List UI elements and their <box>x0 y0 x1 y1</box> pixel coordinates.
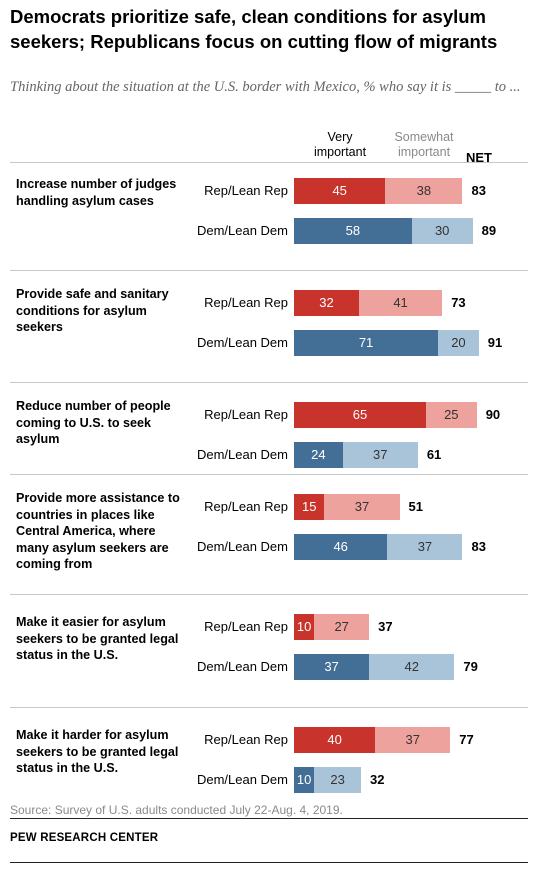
bar-very-important: 32 <box>294 290 359 316</box>
party-label: Dem/Lean Dem <box>196 223 288 238</box>
party-label: Dem/Lean Dem <box>196 447 288 462</box>
section-divider <box>10 382 528 383</box>
party-label: Rep/Lean Rep <box>204 407 288 422</box>
question-label: Make it harder for asylum seekers to be … <box>16 728 179 775</box>
bar-somewhat-important: 25 <box>425 402 477 428</box>
question-label: Make it easier for asylum seekers to be … <box>16 615 179 662</box>
legend-somewhat-important: Somewhat important <box>394 130 454 159</box>
bar-somewhat-important: 30 <box>411 218 473 244</box>
bar-somewhat-important: 37 <box>375 727 451 753</box>
bar-very-important: 65 <box>294 402 426 428</box>
net-value: 61 <box>426 447 442 462</box>
bar-very-important: 58 <box>294 218 412 244</box>
bar-very-important: 15 <box>294 494 325 520</box>
section-divider <box>10 474 528 475</box>
bar-somewhat-important: 23 <box>314 767 361 793</box>
net-value: 51 <box>408 499 424 514</box>
bar-very-important: 40 <box>294 727 376 753</box>
bar-very-important: 10 <box>294 767 315 793</box>
legend-net: NET <box>466 150 492 165</box>
party-label: Rep/Lean Rep <box>204 499 288 514</box>
organization-name: PEW RESEARCH CENTER <box>10 832 159 844</box>
net-value: 32 <box>369 772 385 787</box>
bar-very-important: 24 <box>294 442 343 468</box>
question-label: Provide safe and sanitary conditions for… <box>16 287 169 334</box>
section-divider <box>10 270 528 271</box>
party-label: Dem/Lean Dem <box>196 539 288 554</box>
bar-very-important: 10 <box>294 614 315 640</box>
chart-subtitle: Thinking about the situation at the U.S.… <box>10 79 521 95</box>
bar-very-important: 46 <box>294 534 388 560</box>
net-value: 90 <box>485 407 501 422</box>
party-label: Rep/Lean Rep <box>204 619 288 634</box>
question-label: Provide more assistance to countries in … <box>16 491 180 571</box>
section-divider <box>10 594 528 595</box>
party-label: Dem/Lean Dem <box>196 335 288 350</box>
source-note: Source: Survey of U.S. adults conducted … <box>10 803 343 817</box>
section-divider <box>10 162 528 163</box>
bar-somewhat-important: 27 <box>314 614 370 640</box>
bar-somewhat-important: 37 <box>324 494 400 520</box>
section-divider <box>10 707 528 708</box>
bar-very-important: 37 <box>294 654 370 680</box>
net-value: 83 <box>471 183 486 198</box>
bar-somewhat-important: 42 <box>369 654 455 680</box>
net-value: 77 <box>459 732 474 747</box>
bar-somewhat-important: 37 <box>342 442 418 468</box>
question-label: Increase number of judges handling asylu… <box>16 177 177 208</box>
net-value: 79 <box>463 659 478 674</box>
legend-very-important: Very important <box>313 130 367 159</box>
bar-somewhat-important: 38 <box>385 178 463 204</box>
bar-very-important: 71 <box>294 330 439 356</box>
chart-title: Democrats prioritize safe, clean conditi… <box>10 6 498 52</box>
question-label: Reduce number of people coming to U.S. t… <box>16 399 171 446</box>
bar-very-important: 45 <box>294 178 386 204</box>
party-label: Dem/Lean Dem <box>196 772 288 787</box>
net-value: 91 <box>487 335 503 350</box>
bar-somewhat-important: 20 <box>438 330 479 356</box>
net-value: 83 <box>471 539 486 554</box>
net-value: 73 <box>451 295 466 310</box>
footer-divider <box>10 818 528 819</box>
bar-somewhat-important: 37 <box>387 534 463 560</box>
party-label: Rep/Lean Rep <box>204 295 288 310</box>
party-label: Rep/Lean Rep <box>204 183 288 198</box>
bottom-divider <box>10 862 528 863</box>
party-label: Rep/Lean Rep <box>204 732 288 747</box>
bar-somewhat-important: 41 <box>358 290 443 316</box>
net-value: 37 <box>378 619 393 634</box>
party-label: Dem/Lean Dem <box>196 659 288 674</box>
net-value: 89 <box>481 223 497 238</box>
